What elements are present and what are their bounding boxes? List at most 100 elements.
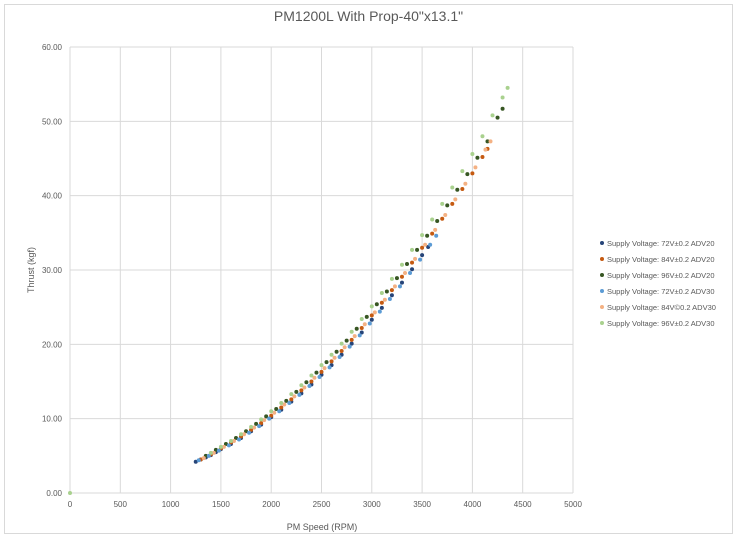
scatter-point-series-6 — [309, 373, 314, 378]
scatter-point-series-3 — [465, 172, 470, 177]
legend-marker-icon — [600, 241, 604, 245]
x-tick-label: 5000 — [564, 500, 582, 509]
scatter-point-series-6 — [420, 233, 425, 238]
scatter-point-series-4 — [337, 354, 342, 359]
scatter-point-series-3 — [244, 429, 249, 434]
scatter-point-series-2 — [379, 300, 384, 305]
scatter-point-series-5 — [488, 139, 493, 144]
scatter-point-series-5 — [423, 242, 428, 247]
scatter-point-series-3 — [314, 370, 319, 375]
scatter-point-series-3 — [274, 407, 279, 412]
scatter-point-series-6 — [228, 438, 233, 443]
scatter-point-series-5 — [231, 438, 236, 443]
scatter-point-series-2 — [410, 260, 415, 265]
scatter-point-series-6 — [430, 217, 435, 222]
scatter-point-series-6 — [369, 304, 374, 309]
scatter-point-series-5 — [372, 310, 377, 315]
legend-item: Supply Voltage: 96V±0.2 ADV30 — [600, 315, 716, 331]
scatter-point-series-1 — [399, 280, 404, 285]
scatter-point-series-2 — [329, 359, 334, 364]
scatter-point-series-4 — [307, 383, 312, 388]
scatter-point-series-2 — [269, 413, 274, 418]
scatter-point-series-6 — [208, 450, 213, 455]
scatter-point-series-3 — [425, 233, 430, 238]
scatter-point-series-4 — [418, 257, 423, 262]
scatter-point-series-6 — [500, 95, 505, 100]
scatter-point-series-3 — [294, 389, 299, 394]
scatter-point-series-6 — [218, 444, 223, 449]
scatter-point-series-3 — [415, 247, 420, 252]
y-tick-label: 40.00 — [42, 192, 63, 201]
scatter-point-series-2 — [249, 427, 254, 432]
legend-marker-icon — [600, 305, 604, 309]
chart-title: PM1200L With Prop-40"x13.1" — [273, 8, 464, 24]
scatter-point-series-1 — [420, 253, 425, 258]
scatter-point-series-6 — [249, 424, 254, 429]
scatter-point-series-2 — [369, 313, 374, 318]
scatter-point-series-1 — [410, 267, 415, 272]
scatter-point-series-4 — [377, 309, 382, 314]
scatter-point-series-2 — [470, 171, 475, 176]
scatter-point-series-4 — [434, 233, 439, 238]
scatter-point-series-3 — [435, 218, 440, 223]
scatter-point-series-4 — [247, 430, 252, 435]
scatter-point-series-3 — [475, 155, 480, 160]
y-tick-label: 60.00 — [42, 43, 63, 52]
scatter-point-series-6 — [470, 152, 475, 157]
scatter-point-series-4 — [327, 365, 332, 370]
scatter-point-series-4 — [408, 270, 413, 275]
scatter-point-series-5 — [362, 322, 367, 327]
legend-marker-icon — [600, 289, 604, 293]
scatter-point-series-1 — [379, 305, 384, 310]
scatter-point-series-6 — [460, 169, 465, 174]
x-tick-label: 500 — [114, 500, 128, 509]
scatter-point-series-3 — [284, 398, 289, 403]
scatter-point-series-4 — [206, 453, 211, 458]
scatter-point-series-1 — [349, 341, 354, 346]
scatter-point-series-5 — [322, 366, 327, 371]
scatter-point-series-5 — [272, 410, 277, 415]
scatter-point-series-4 — [367, 321, 372, 326]
scatter-point-series-3 — [455, 187, 460, 192]
scatter-point-series-5 — [302, 385, 307, 390]
scatter-point-series-5 — [352, 334, 357, 339]
scatter-point-series-6 — [259, 417, 264, 422]
scatter-point-series-3 — [485, 139, 490, 144]
scatter-point-series-4 — [257, 424, 262, 429]
scatter-point-series-1 — [193, 459, 198, 464]
y-axis-title: Thrust (kgf) — [26, 247, 36, 293]
scatter-point-series-6 — [289, 392, 294, 397]
scatter-point-series-5 — [392, 284, 397, 289]
y-tick-label: 30.00 — [42, 266, 63, 275]
y-tick-label: 20.00 — [42, 340, 63, 349]
scatter-point-series-4 — [226, 443, 231, 448]
scatter-point-series-2 — [450, 201, 455, 206]
scatter-point-series-2 — [440, 216, 445, 221]
scatter-point-series-4 — [387, 296, 392, 301]
scatter-point-series-6 — [450, 185, 455, 190]
scatter-point-series-3 — [445, 203, 450, 208]
scatter-point-series-2 — [319, 369, 324, 374]
scatter-point-series-2 — [299, 388, 304, 393]
x-axis-title: PM Speed (RPM) — [287, 522, 358, 532]
scatter-point-series-5 — [443, 212, 448, 217]
scatter-point-series-3 — [213, 447, 218, 452]
scatter-point-series-2 — [359, 325, 364, 330]
y-tick-label: 0.00 — [46, 489, 62, 498]
scatter-point-series-5 — [402, 270, 407, 275]
scatter-point-series-2 — [349, 337, 354, 342]
legend-item: Supply Voltage: 72V±0.2 ADV20 — [600, 235, 716, 251]
scatter-point-series-5 — [332, 355, 337, 360]
scatter-point-series-6 — [480, 134, 485, 139]
scatter-point-series-5 — [473, 165, 478, 170]
scatter-point-series-5 — [252, 425, 257, 430]
scatter-point-series-6 — [389, 276, 394, 281]
x-tick-label: 2500 — [313, 500, 331, 509]
scatter-point-series-4 — [196, 458, 201, 463]
scatter-point-series-2 — [480, 155, 485, 160]
scatter-point-series-5 — [292, 394, 297, 399]
scatter-point-series-5 — [262, 418, 267, 423]
scatter-point-series-3 — [344, 338, 349, 343]
scatter-point-series-2 — [399, 274, 404, 279]
legend-item: Supply Voltage: 72V±0.2 ADV30 — [600, 283, 716, 299]
